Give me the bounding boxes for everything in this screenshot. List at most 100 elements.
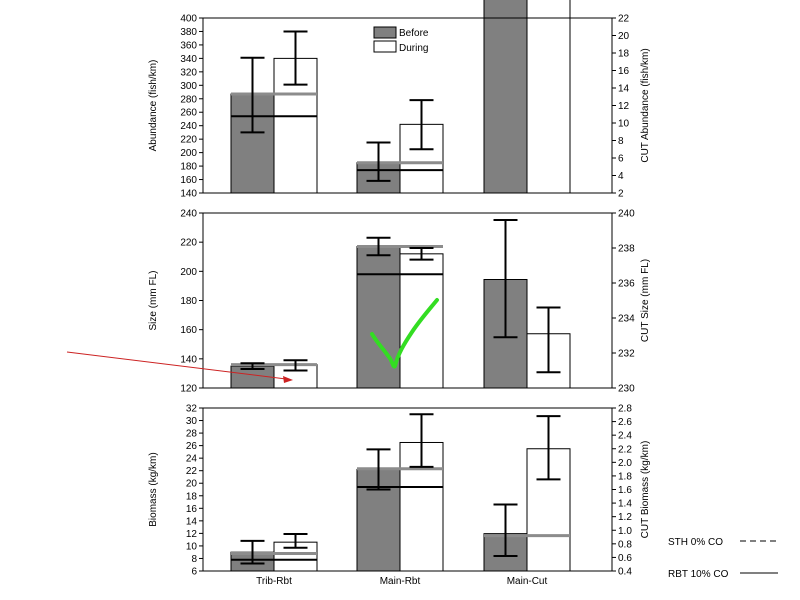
legend-swatch-during	[373, 40, 397, 53]
error-bar-during-main-rbt	[409, 99, 434, 151]
left-tick-label: 180	[180, 296, 197, 307]
panel-1: 1401601802002202402602803003203403603804…	[148, 0, 651, 200]
left-tick-label: 120	[180, 384, 197, 395]
left-tick-label: 6	[191, 567, 197, 578]
right-tick-label: 22	[618, 14, 630, 25]
note-sth: STH 0% CO	[668, 537, 723, 548]
line-key: STH 0% CO RBT 10% CO	[668, 537, 778, 580]
error-bar-before-trib-rbt	[240, 362, 265, 371]
left-tick-label: 380	[180, 27, 197, 38]
right-tick-label: 2.0	[618, 458, 632, 469]
error-bar-before-main-rbt	[366, 141, 391, 182]
left-tick-label: 30	[186, 416, 198, 427]
right-tick-label: 2.2	[618, 444, 632, 455]
right-tick-label: 16	[618, 66, 630, 77]
legend-label-during: During	[399, 43, 428, 54]
left-tick-label: 140	[180, 354, 197, 365]
left-tick-label: 16	[186, 504, 198, 515]
y-axis-title-left: Biomass (kg/km)	[148, 452, 159, 526]
category-label-main-cut: Main-Cut	[507, 576, 548, 587]
left-tick-label: 240	[180, 121, 197, 132]
note-rbt: RBT 10% CO	[668, 569, 729, 580]
left-tick-label: 140	[180, 189, 197, 200]
right-tick-label: 6	[618, 154, 624, 165]
legend: Before During	[373, 26, 429, 54]
bar-before-main-cut	[483, 0, 528, 194]
left-tick-label: 400	[180, 14, 197, 25]
category-label-main-rbt: Main-Rbt	[380, 576, 421, 587]
right-tick-label: 2	[618, 189, 624, 200]
right-tick-label: 240	[618, 209, 635, 220]
right-tick-label: 0.4	[618, 567, 632, 578]
error-bar-before-trib-rbt	[240, 56, 265, 134]
y-axis-title-right: CUT Abundance (fish/km)	[640, 48, 651, 162]
right-tick-label: 2.4	[618, 431, 632, 442]
y-axis-title-left: Size (mm FL)	[148, 271, 159, 331]
right-tick-label: 14	[618, 84, 630, 95]
left-tick-label: 18	[186, 491, 198, 502]
green-checkmark-annotation	[370, 298, 439, 369]
left-tick-label: 200	[180, 267, 197, 278]
error-bar-during-main-rbt	[409, 247, 434, 261]
left-tick-label: 300	[180, 81, 197, 92]
error-bar-before-main-cut	[493, 219, 518, 339]
right-tick-label: 0.8	[618, 539, 632, 550]
left-tick-label: 20	[186, 479, 198, 490]
left-tick-label: 360	[180, 40, 197, 51]
right-tick-label: 238	[618, 244, 635, 255]
chart-panels: 1401601802002202402602803003203403603804…	[148, 0, 651, 587]
left-tick-label: 320	[180, 67, 197, 78]
left-tick-label: 240	[180, 209, 197, 220]
right-tick-label: 232	[618, 349, 635, 360]
right-tick-label: 0.6	[618, 553, 632, 564]
right-tick-label: 4	[618, 171, 624, 182]
left-tick-label: 220	[180, 238, 197, 249]
left-tick-label: 220	[180, 135, 197, 146]
left-tick-label: 160	[180, 175, 197, 186]
left-tick-label: 32	[186, 404, 198, 415]
right-tick-label: 236	[618, 279, 635, 290]
left-tick-label: 28	[186, 429, 198, 440]
left-tick-label: 180	[180, 162, 197, 173]
right-tick-label: 2.8	[618, 404, 632, 415]
left-tick-label: 280	[180, 94, 197, 105]
right-tick-label: 1.6	[618, 485, 632, 496]
left-tick-label: 260	[180, 108, 197, 119]
left-tick-label: 340	[180, 54, 197, 65]
error-bar-during-main-cut	[536, 415, 561, 481]
red-arrow-annotation	[66, 351, 293, 383]
left-tick-label: 22	[186, 466, 198, 477]
right-tick-label: 8	[618, 136, 624, 147]
error-bar-during-trib-rbt	[283, 533, 308, 549]
right-tick-label: 18	[618, 49, 630, 60]
right-tick-label: 1.8	[618, 471, 632, 482]
left-tick-label: 12	[186, 529, 198, 540]
left-tick-label: 8	[191, 554, 197, 565]
legend-swatch-before	[373, 26, 397, 39]
right-tick-label: 1.4	[618, 499, 632, 510]
error-bar-before-main-rbt	[366, 236, 391, 257]
error-bar-during-trib-rbt	[283, 359, 308, 372]
panel-2: 120 140 160 180 200 220 240 230 232 234 236 238 240 S…	[148, 209, 651, 395]
y-axis-title-right: CUT Biomass (kg/km)	[640, 441, 651, 539]
right-tick-label: 230	[618, 384, 635, 395]
error-bar-before-main-rbt	[366, 448, 391, 491]
y-axis-title-left: Abundance (fish/km)	[148, 60, 159, 152]
right-tick-label: 2.6	[618, 417, 632, 428]
error-bar-during-main-rbt	[409, 413, 434, 468]
left-tick-label: 10	[186, 541, 198, 552]
right-tick-label: 10	[618, 119, 630, 130]
left-tick-label: 26	[186, 441, 198, 452]
legend-label-before: Before	[399, 28, 429, 39]
error-bar-during-trib-rbt	[283, 30, 308, 86]
category-label-trib-rbt: Trib-Rbt	[256, 576, 292, 587]
right-tick-label: 12	[618, 101, 630, 112]
right-tick-label: 234	[618, 314, 635, 325]
left-tick-label: 24	[186, 454, 198, 465]
right-tick-label: 1.2	[618, 512, 632, 523]
left-tick-label: 160	[180, 325, 197, 336]
y-axis-title-right: CUT Size (mm FL)	[640, 259, 651, 342]
right-tick-label: 20	[618, 31, 630, 42]
